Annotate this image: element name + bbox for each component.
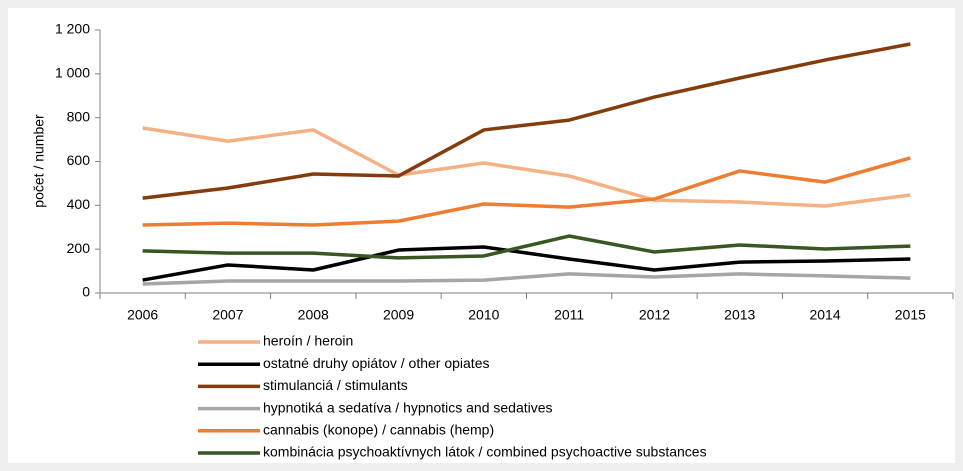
y-axis-label: počet / number (31, 114, 47, 208)
x-tick-label: 2013 (724, 307, 755, 323)
x-tick-label: 2014 (809, 307, 840, 323)
x-tick-label: 2010 (468, 307, 499, 323)
y-tick-label: 1 000 (55, 65, 90, 81)
y-tick-label: 800 (67, 108, 91, 124)
legend-label: kombinácia psychoaktívnych látok / combi… (263, 444, 707, 460)
legend-label: heroín / heroin (263, 333, 353, 349)
series-line (142, 42, 911, 200)
x-tick-label: 2006 (127, 307, 158, 323)
series-line (142, 234, 911, 260)
x-tick-label: 2008 (298, 307, 329, 323)
x-tick-label: 2011 (554, 307, 584, 323)
y-tick-label: 1 200 (55, 21, 90, 37)
legend-label: ostatné druhy opiátov / other opiates (263, 355, 489, 371)
y-tick-label: 0 (82, 284, 90, 300)
legend-label: cannabis (konope) / cannabis (hemp) (263, 422, 494, 438)
y-tick-label: 200 (67, 240, 91, 256)
chart-area (8, 8, 955, 463)
series-line (142, 156, 911, 227)
legend-label: hypnotiká a sedatíva / hypnotics and sed… (263, 399, 553, 415)
series-line (142, 126, 911, 208)
y-tick-label: 600 (67, 152, 91, 168)
series-line (142, 272, 911, 286)
x-tick-label: 2007 (212, 307, 243, 323)
legend-label: stimulanciá / stimulants (263, 377, 408, 393)
series-line (142, 245, 911, 282)
x-tick-label: 2012 (639, 307, 670, 323)
y-tick-label: 400 (67, 196, 91, 212)
x-tick-label: 2015 (895, 307, 926, 323)
x-tick-label: 2009 (383, 307, 414, 323)
